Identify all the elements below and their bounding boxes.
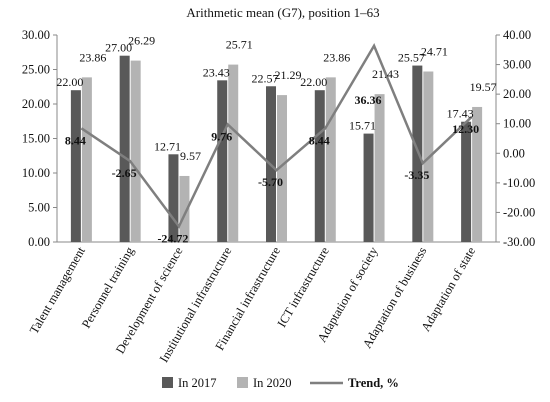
data-label-2017: 23.43 (203, 65, 230, 79)
category-label: Adaptation of state (419, 244, 479, 334)
trend-label: -24.72 (157, 231, 188, 245)
bar-2017 (314, 90, 325, 242)
left-tick-label: 10.00 (22, 166, 50, 180)
category-label: Personnel training (79, 244, 137, 331)
trend-label: 9.76 (211, 129, 232, 143)
left-tick-label: 20.00 (22, 97, 50, 111)
axes: 0.00 5.00 10.00 15.00 20.00 25.00 30.00 -30.00 -… (22, 28, 535, 249)
bar-2020 (277, 95, 287, 242)
bar-2020 (130, 60, 141, 242)
category-label: ICT infrastructure (275, 244, 333, 330)
right-tick-label: 0.00 (503, 146, 525, 160)
data-label-2020: 21.29 (275, 68, 302, 82)
left-tick-label: 5.00 (28, 201, 50, 215)
data-label-2020: 23.86 (79, 50, 106, 64)
legend-swatch-2017 (162, 377, 173, 388)
data-label-2020: 9.57 (180, 149, 201, 163)
right-tick-label: -20.00 (503, 205, 535, 219)
left-tick-label: 0.00 (28, 235, 50, 249)
trend-label: -2.65 (112, 166, 137, 180)
data-label-2020: 19.57 (470, 80, 497, 94)
bar-2020 (325, 77, 336, 242)
bar-2020 (472, 106, 483, 242)
data-label-2017: 22.00 (300, 75, 327, 89)
left-tick-label: 25.00 (22, 63, 50, 77)
data-label-2017: 12.71 (154, 139, 181, 153)
bar-2017 (70, 90, 81, 242)
data-label-2020: 26.29 (128, 34, 155, 48)
right-tick-label: 10.00 (503, 117, 531, 131)
data-label-2017: 15.71 (349, 119, 376, 133)
right-tick-label: -10.00 (503, 176, 535, 190)
data-labels: 22.0023.8627.0026.2912.719.5723.4325.712… (56, 34, 496, 246)
legend-label-2017: In 2017 (178, 376, 217, 390)
data-label-2020: 24.71 (421, 45, 448, 59)
bar-2017 (461, 121, 472, 242)
bar-2017 (168, 154, 179, 242)
trend-label: -3.35 (404, 168, 429, 182)
bar-2017 (119, 55, 130, 243)
legend: In 2017 In 2020 Trend, % (162, 376, 399, 390)
right-tick-label: 20.00 (503, 87, 531, 101)
legend-label-trend: Trend, % (348, 376, 399, 390)
bar-2020 (228, 64, 239, 242)
data-label-2017: 22.57 (252, 71, 279, 85)
legend-swatch-2020 (237, 377, 248, 388)
data-label-2020: 21.43 (372, 67, 399, 81)
legend-label-2020: In 2020 (253, 376, 292, 390)
trend-label: 8.44 (309, 133, 330, 147)
bar-2017 (363, 133, 374, 242)
left-tick-label: 30.00 (22, 28, 50, 42)
data-label-2017: 25.57 (398, 51, 425, 65)
trend-label: 8.44 (65, 133, 86, 147)
trend-label: 12.30 (452, 122, 479, 136)
chart-title: Arithmetic mean (G7), position 1–63 (186, 5, 379, 20)
bar-2020 (81, 77, 92, 242)
trend-line-group (80, 42, 473, 229)
left-tick-label: 15.00 (22, 132, 50, 146)
right-tick-label: 40.00 (503, 28, 531, 42)
bar-2017 (217, 80, 228, 242)
trend-label: -5.70 (258, 175, 283, 189)
data-label-2020: 23.86 (323, 50, 350, 64)
bar-2020 (374, 94, 385, 243)
bar-2017 (412, 65, 423, 242)
trend-label: 36.36 (355, 93, 382, 107)
right-tick-label: -30.00 (503, 235, 535, 249)
data-label-2017: 27.00 (105, 41, 132, 55)
bar-2020 (179, 175, 190, 242)
trend-line (80, 42, 473, 229)
right-tick-label: 30.00 (503, 58, 531, 72)
data-label-2020: 25.71 (226, 38, 253, 52)
data-label-2017: 22.00 (56, 75, 83, 89)
data-label-2017: 17.43 (447, 107, 474, 121)
